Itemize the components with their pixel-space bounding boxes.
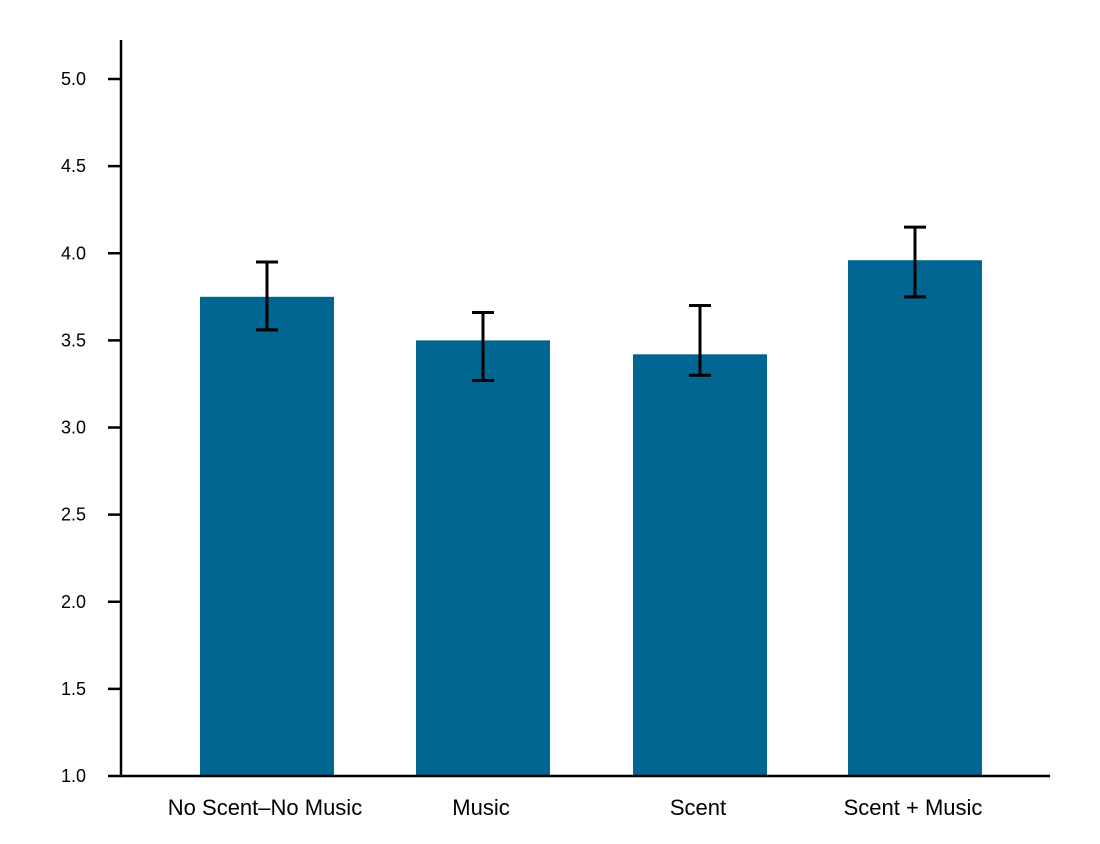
bar-2 [633, 354, 767, 776]
error-bar-2 [689, 304, 711, 377]
error-bar-3 [904, 225, 926, 299]
error-bar-0 [256, 260, 278, 332]
bars-layer [200, 260, 982, 777]
x-category-label: Music [452, 795, 509, 820]
x-category-label: No Scent–No Music [168, 795, 362, 820]
x-category-label: Scent [670, 795, 726, 820]
bar-0 [200, 296, 334, 776]
y-tick-label: 3.0 [61, 418, 86, 438]
error-bars-layer [256, 225, 926, 382]
y-tick-label: 4.5 [61, 156, 86, 176]
y-tick-label: 1.0 [61, 766, 86, 786]
y-ticks-layer: 1.0 1.5 2.0 2.5 3.0 3.5 4.0 4.5 5.0 [61, 69, 121, 786]
x-labels-layer: No Scent–No Music Music Scent Scent + Music [168, 795, 983, 820]
y-tick-label: 4.0 [61, 243, 86, 263]
x-category-label: Scent + Music [844, 795, 983, 820]
y-tick-label: 1.5 [61, 679, 86, 699]
y-tick-label: 2.5 [61, 505, 86, 525]
error-bar-1 [472, 310, 494, 382]
bar-3 [848, 260, 982, 777]
y-tick-label: 5.0 [61, 69, 86, 89]
y-tick-label: 2.0 [61, 592, 86, 612]
bar-1 [416, 340, 550, 776]
y-tick-label: 3.5 [61, 330, 86, 350]
